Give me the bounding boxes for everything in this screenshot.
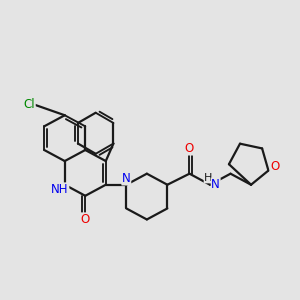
Text: O: O bbox=[270, 160, 279, 173]
Text: H: H bbox=[204, 173, 213, 183]
Text: N: N bbox=[122, 172, 131, 185]
Text: O: O bbox=[185, 142, 194, 155]
Text: NH: NH bbox=[51, 183, 69, 196]
Text: Cl: Cl bbox=[24, 98, 35, 111]
Text: O: O bbox=[81, 213, 90, 226]
Text: N: N bbox=[211, 178, 220, 191]
